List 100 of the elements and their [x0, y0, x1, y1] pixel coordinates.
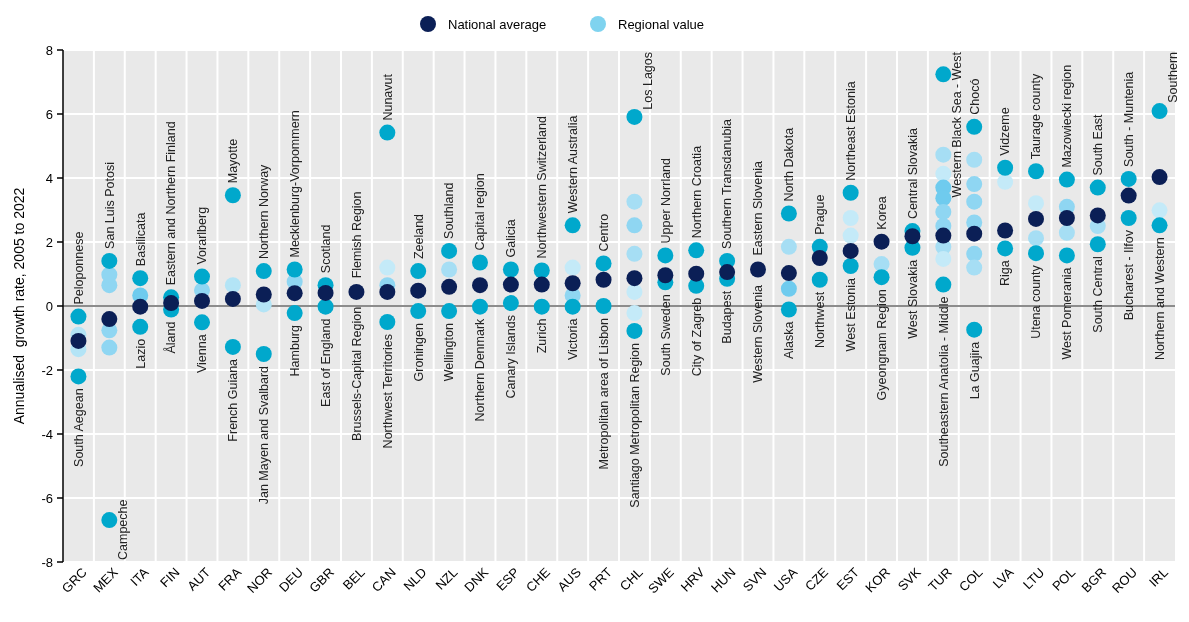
annotation: Alaska — [782, 321, 797, 360]
y-tick-label: 4 — [45, 170, 53, 186]
annotation: Gyeongnam Region — [874, 289, 889, 401]
annotation: Southern Transdanubia — [720, 118, 735, 249]
y-tick-label: -6 — [41, 490, 53, 506]
annotation: Metropolitan area of Lisbon — [596, 317, 611, 470]
point — [379, 283, 396, 300]
annotation: Mecklenburg-Vorpommern — [288, 110, 303, 258]
annotation: Jan Mayen and Svalbard — [257, 365, 272, 505]
point — [750, 261, 766, 278]
annotation: Northern Croatia — [689, 145, 704, 239]
annotation: Southeastern Anatolia - Middle — [936, 296, 951, 467]
x-tick-label: USA — [770, 564, 801, 595]
annotation: Santiago Metropolitan Region — [627, 342, 642, 508]
annotation: West Slovakia — [905, 259, 920, 339]
annotation: San Luis Potosi — [102, 162, 117, 249]
annotation: Lazio — [133, 338, 148, 369]
point — [1120, 187, 1137, 204]
annotation: Northwest Territories — [380, 334, 395, 449]
point — [410, 282, 427, 299]
annotation: Mayotte — [226, 138, 241, 184]
x-tick-label: CZE — [802, 564, 832, 594]
annotation: West Estonia — [844, 277, 859, 352]
annotation: Northern and Western — [1152, 237, 1167, 361]
y-tick-label: 2 — [45, 234, 53, 250]
point — [1058, 210, 1075, 226]
annotation: City of Zagreb — [689, 297, 704, 377]
annotation: Utena county — [1029, 264, 1044, 339]
annotation: Wellington — [442, 323, 457, 382]
annotation: Canary Islands — [504, 315, 519, 399]
point — [595, 271, 612, 288]
point — [317, 284, 334, 301]
x-tick-label: NZL — [432, 564, 461, 593]
x-tick-label: TUR — [925, 564, 955, 595]
annotation: La Guajira — [967, 341, 982, 400]
annotation: French Guiana — [226, 358, 241, 442]
annotation: Zurich — [535, 318, 550, 354]
point — [194, 292, 210, 309]
annotation: South Central — [1091, 256, 1106, 333]
point — [224, 290, 241, 307]
x-tick-label: COL — [956, 564, 986, 595]
y-axis-title: Annualised growth rate, 2005 to 2022 — [11, 187, 27, 425]
point — [780, 265, 797, 282]
point — [842, 242, 859, 259]
annotation: Hamburg — [288, 325, 303, 377]
annotation: Central Slovakia — [905, 128, 920, 220]
annotation: Vorarlberg — [195, 206, 210, 265]
point — [1151, 169, 1168, 186]
annotation: Zeeland — [411, 213, 426, 260]
annotation: Scotland — [318, 224, 333, 274]
y-tick-label: 8 — [45, 42, 53, 58]
x-tick-label: NLD — [400, 564, 430, 594]
annotation: Prague — [813, 194, 828, 235]
annotation: South - Muntenia — [1122, 71, 1137, 167]
annotation: Eastern Slovenia — [751, 161, 766, 256]
x-tick-label: ITA — [127, 564, 152, 589]
annotation: Northeast Estonia — [844, 81, 859, 181]
annotation: South Sweden — [658, 294, 673, 376]
legend-label: National average — [448, 16, 547, 32]
point — [688, 265, 705, 282]
point — [441, 278, 458, 295]
legend-label: Regional value — [618, 16, 705, 32]
annotation: Northwestern Switzerland — [535, 116, 550, 259]
point — [904, 228, 921, 245]
annotation: Vienna — [195, 334, 210, 374]
annotation: Basilicata — [133, 212, 148, 267]
annotation: Centro — [596, 213, 611, 252]
point — [966, 225, 983, 242]
annotation: South Aegean — [71, 388, 86, 467]
point — [564, 275, 581, 292]
x-tick-label: IRL — [1145, 564, 1171, 590]
annotation: Bucharest - Ilfov — [1122, 229, 1137, 321]
annotation: Flemish Region — [349, 191, 364, 279]
point — [997, 222, 1014, 239]
y-tick-label: -8 — [41, 554, 53, 570]
y-tick-label: -2 — [41, 362, 53, 378]
point — [533, 276, 550, 293]
annotation: Northwest — [813, 291, 828, 349]
annotation: Southern — [1165, 51, 1180, 103]
annotation: Southland — [442, 182, 457, 239]
point — [719, 264, 736, 281]
annotation: Campeche — [115, 499, 130, 560]
annotation: South East — [1091, 113, 1106, 176]
y-tick-label: 6 — [45, 106, 53, 122]
annotation: Åland — [163, 321, 179, 354]
point — [1089, 207, 1106, 224]
annotation: North Dakota — [782, 127, 797, 202]
annotation: Western Australia — [566, 115, 581, 214]
annotation: Vidzeme — [998, 107, 1013, 156]
x-tick-label: FRA — [215, 564, 245, 594]
annotation: Taurage county — [1029, 73, 1044, 160]
annotation: East of England — [318, 318, 333, 407]
annotation: Upper Norrland — [658, 157, 673, 244]
point — [811, 250, 828, 266]
annotation: Groningen — [411, 323, 426, 382]
x-tick-label: FIN — [157, 564, 183, 591]
point — [132, 298, 149, 315]
annotation: Eastern and Northern Finland — [164, 121, 179, 286]
annotation: Riga — [998, 260, 1013, 287]
annotation: Western Slovenia — [751, 285, 766, 383]
